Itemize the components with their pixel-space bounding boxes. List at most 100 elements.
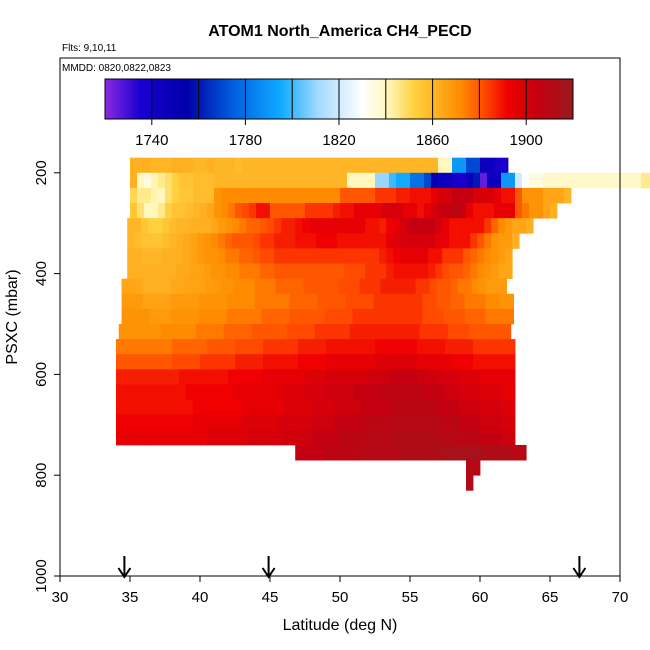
heatmap-cell xyxy=(253,263,261,280)
colorbar-segment xyxy=(149,79,153,119)
heatmap-cell xyxy=(130,187,138,204)
heatmap-cell xyxy=(219,308,227,325)
heatmap-cell xyxy=(137,339,145,355)
heatmap-cell xyxy=(193,369,201,385)
heatmap-cell xyxy=(431,172,439,189)
heatmap-cell xyxy=(326,399,334,416)
heatmap-cell xyxy=(221,354,229,370)
heatmap-cell xyxy=(242,354,250,370)
heatmap-cell xyxy=(366,278,374,295)
heatmap-cell xyxy=(372,248,380,264)
heatmap-cell xyxy=(228,429,236,446)
colorbar-segment xyxy=(121,79,125,119)
heatmap-cell xyxy=(151,172,159,189)
heatmap-cell xyxy=(151,429,159,446)
heatmap-cell xyxy=(295,233,303,249)
heatmap-cell xyxy=(564,187,572,204)
heatmap-cell xyxy=(260,263,268,280)
dates-note: MMDD: 0820,0822,0823 xyxy=(62,63,171,74)
heatmap-cell xyxy=(370,324,379,340)
heatmap-cell xyxy=(127,233,135,249)
heatmap-cell xyxy=(319,339,327,355)
heatmap-cell xyxy=(340,384,348,400)
heatmap-cell xyxy=(361,429,369,446)
heatmap-cell xyxy=(144,172,152,189)
colorbar-segment xyxy=(236,79,239,119)
heatmap-cell xyxy=(265,324,274,340)
colorbar-segment xyxy=(105,79,108,119)
heatmap-cell xyxy=(235,414,243,431)
heatmap-cell xyxy=(214,339,222,355)
colorbar-segment xyxy=(203,79,207,119)
heatmap-cell xyxy=(221,339,229,355)
heatmap-cell xyxy=(317,278,325,295)
heatmap-cell xyxy=(499,308,507,325)
heatmap-cell xyxy=(303,293,311,310)
colorbar-segment xyxy=(285,79,289,119)
heatmap-cell xyxy=(435,218,443,234)
heatmap-cell xyxy=(424,369,432,385)
colorbar-segment xyxy=(551,79,555,119)
heatmap-cell xyxy=(156,308,164,325)
heatmap-cell xyxy=(373,278,381,295)
heatmap-cell xyxy=(433,324,442,340)
colorbar-segment xyxy=(453,79,457,119)
colorbar-segment xyxy=(151,79,155,119)
heatmap-cell xyxy=(207,187,215,204)
heatmap-cell xyxy=(333,429,341,446)
colorbar-segment xyxy=(156,79,160,119)
heatmap-cell xyxy=(179,384,187,400)
heatmap-cell xyxy=(431,187,439,204)
heatmap-cell xyxy=(260,218,268,234)
heatmap-cell xyxy=(130,429,138,446)
heatmap-cell xyxy=(256,369,264,385)
heatmap-cell xyxy=(141,263,149,280)
heatmap-cell xyxy=(340,339,348,355)
colorbar-segment xyxy=(448,79,452,119)
heatmap-cell xyxy=(155,263,163,280)
heatmap-cell xyxy=(242,414,250,431)
heatmap-cell xyxy=(375,354,383,370)
heatmap-cell xyxy=(379,218,387,234)
heatmap-cell xyxy=(121,278,129,295)
heatmap-cell xyxy=(461,324,470,340)
heatmap-cell xyxy=(163,293,171,310)
heatmap-cell xyxy=(450,278,458,295)
heatmap-cell xyxy=(200,429,208,446)
heatmap-cell xyxy=(123,384,131,400)
heatmap-cell xyxy=(331,293,339,310)
colorbar-segment xyxy=(210,79,214,119)
colorbar-segment xyxy=(189,79,193,119)
heatmap-cell xyxy=(494,187,502,204)
heatmap-cell xyxy=(137,354,145,370)
heatmap-cell xyxy=(235,429,243,446)
colorbar-segment xyxy=(395,79,398,119)
heatmap-cell xyxy=(536,172,544,189)
heatmap-cell xyxy=(137,414,145,431)
heatmap-cell xyxy=(128,293,136,310)
heatmap-cell xyxy=(445,384,453,400)
colorbar-segment xyxy=(528,79,532,119)
heatmap-cell xyxy=(410,203,418,219)
heatmap-cell xyxy=(459,414,467,431)
heatmap-cell xyxy=(498,218,506,234)
heatmap-cell xyxy=(191,293,199,310)
heatmap-cell xyxy=(449,248,457,264)
heatmap-cell xyxy=(137,384,145,400)
heatmap-cell xyxy=(235,203,243,219)
heatmap-cell xyxy=(442,444,450,461)
heatmap-cell xyxy=(193,187,201,204)
heatmap-cell xyxy=(512,444,520,461)
colorbar-segment xyxy=(519,79,523,119)
heatmap-cell xyxy=(331,308,339,325)
heatmap-cell xyxy=(144,203,152,219)
heatmap-cell xyxy=(494,354,502,370)
heatmap-cell xyxy=(263,187,271,204)
heatmap-cell xyxy=(340,399,348,416)
heatmap-cell xyxy=(340,354,348,370)
heatmap-cell xyxy=(445,203,453,219)
heatmap-cell xyxy=(478,308,486,325)
heatmap-cell xyxy=(477,248,485,264)
colorbar-segment xyxy=(229,79,232,119)
heatmap-cell xyxy=(207,384,215,400)
